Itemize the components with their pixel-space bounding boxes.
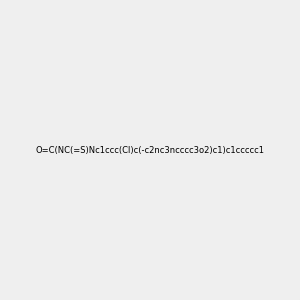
Text: O=C(NC(=S)Nc1ccc(Cl)c(-c2nc3ncccc3o2)c1)c1ccccc1: O=C(NC(=S)Nc1ccc(Cl)c(-c2nc3ncccc3o2)c1)…	[35, 146, 265, 154]
